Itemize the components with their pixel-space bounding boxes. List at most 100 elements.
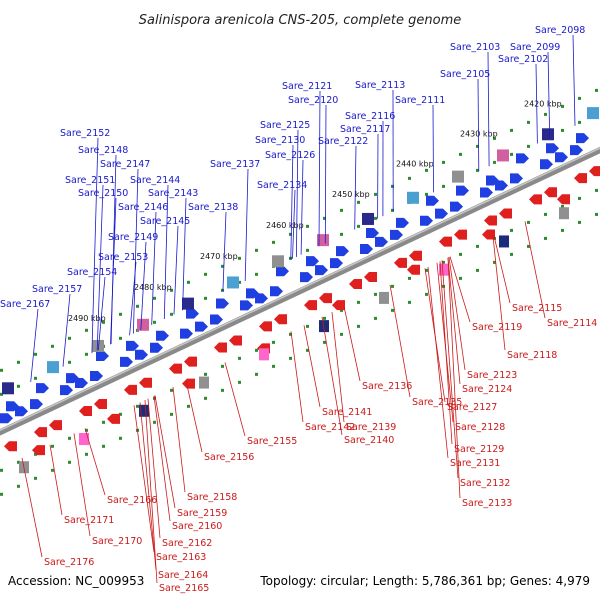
reverse-gene-arrow [182,378,195,389]
tick-mark [561,204,564,208]
forward-gene-arrow [306,256,319,267]
tick-mark [17,384,20,388]
forward-gene-arrow [270,286,283,297]
tick-mark [544,112,547,116]
forward-label-leader [182,197,187,311]
reverse-gene-labels: Sare_2114 Sare_2115 Sare_2118 Sare_2119 Sare… [21,221,597,594]
forward-gene-label: Sare_2154 [67,267,117,278]
tick-mark [255,272,258,276]
forward-gene-label: Sare_2157 [32,284,82,295]
reverse-gene-arrow [394,257,407,268]
forward-label-leader [163,184,169,320]
reverse-gene-arrow [482,229,495,240]
gene-block [2,382,14,395]
tick-mark [153,296,156,300]
reverse-gene-label: Sare_2171 [64,515,114,526]
forward-label-leader [432,104,434,193]
tick-mark [51,344,54,348]
tick-mark [476,168,479,172]
genome-summary-label: Topology: circular; Length: 5,786,361 bp… [259,574,590,588]
forward-gene-label: Sare_2152 [60,128,110,139]
tick-mark [170,312,173,316]
reverse-gene-arrow [107,413,120,424]
tick-mark [170,388,173,392]
forward-gene-arrow [315,265,328,276]
tick-mark [510,128,513,132]
reverse-gene-arrow [439,236,452,247]
reverse-gene-label: Sare_2165 [159,583,209,594]
forward-gene-arrow [435,208,448,219]
forward-label-leader [477,78,480,172]
map-title: Salinispora arenicola CNS-205, complete … [139,13,461,28]
reverse-gene-arrow [557,194,570,205]
forward-gene-label: Sare_2120 [288,95,338,106]
forward-gene-arrow [396,217,409,228]
tick-mark [442,284,445,288]
tick-mark [357,300,360,304]
tick-mark [306,248,309,252]
reverse-label-leader [21,457,43,558]
tick-mark [493,160,496,164]
tick-mark [459,252,462,256]
reverse-gene-label: Sare_2118 [507,350,557,361]
reverse-gene-label: Sare_2135 [412,397,462,408]
forward-gene-label: Sare_2149 [108,232,158,243]
reverse-gene-label: Sare_2142 [305,422,355,433]
gene-block [542,128,554,141]
gene-block [227,276,239,289]
gene-block [497,149,509,162]
forward-gene-arrow [276,266,289,277]
forward-gene-arrow [210,314,223,325]
reverse-label-leader [427,266,449,459]
gene-block [379,291,389,304]
forward-label-leader [97,276,106,351]
forward-gene-label: Sare_2138 [188,202,238,213]
reverse-gene-arrow [274,314,287,325]
reverse-label-leader [133,405,155,553]
tick-mark [119,336,122,340]
tick-mark [289,332,292,336]
gene-block [407,191,419,204]
tick-mark [0,468,3,472]
reverse-gene-arrow [32,445,45,456]
reverse-label-leader [172,386,186,493]
forward-gene-arrow [135,349,148,360]
tick-mark [374,316,377,320]
reverse-label-leader [224,362,246,437]
forward-label-leader [318,90,321,247]
gene-block [362,212,374,225]
forward-gene-arrow [96,350,109,361]
tick-mark [102,420,105,424]
forward-gene-arrow [75,378,88,389]
tick-mark [221,264,224,268]
tick-mark [289,356,292,360]
tick-mark [306,324,309,328]
forward-label-leader [324,104,327,244]
reverse-label-leader [144,400,158,584]
reverse-gene-label: Sare_2163 [156,552,206,563]
gene-block [452,170,464,183]
reverse-label-leader [49,444,63,516]
tick-mark [153,320,156,324]
tick-mark [357,324,360,328]
gene-block [199,376,209,389]
forward-gene-label: Sare_2126 [265,150,315,161]
tick-mark [527,120,530,124]
tick-mark [102,320,105,324]
tick-mark [476,244,479,248]
tick-mark [170,288,173,292]
forward-gene-label: Sare_2122 [318,136,368,147]
tick-mark [544,236,547,240]
tick-mark [17,460,20,464]
tick-mark [0,492,3,496]
forward-gene-arrow [300,272,313,283]
forward-gene-label: Sare_2098 [535,25,585,36]
reverse-gene-arrow [79,406,92,417]
tick-mark [323,340,326,344]
forward-label-leader [140,241,147,331]
tick-mark [204,372,207,376]
tick-mark [221,288,224,292]
reverse-label-leader [73,433,91,537]
reverse-label-leader [439,261,453,445]
reverse-gene-label: Sare_2158 [187,492,237,503]
